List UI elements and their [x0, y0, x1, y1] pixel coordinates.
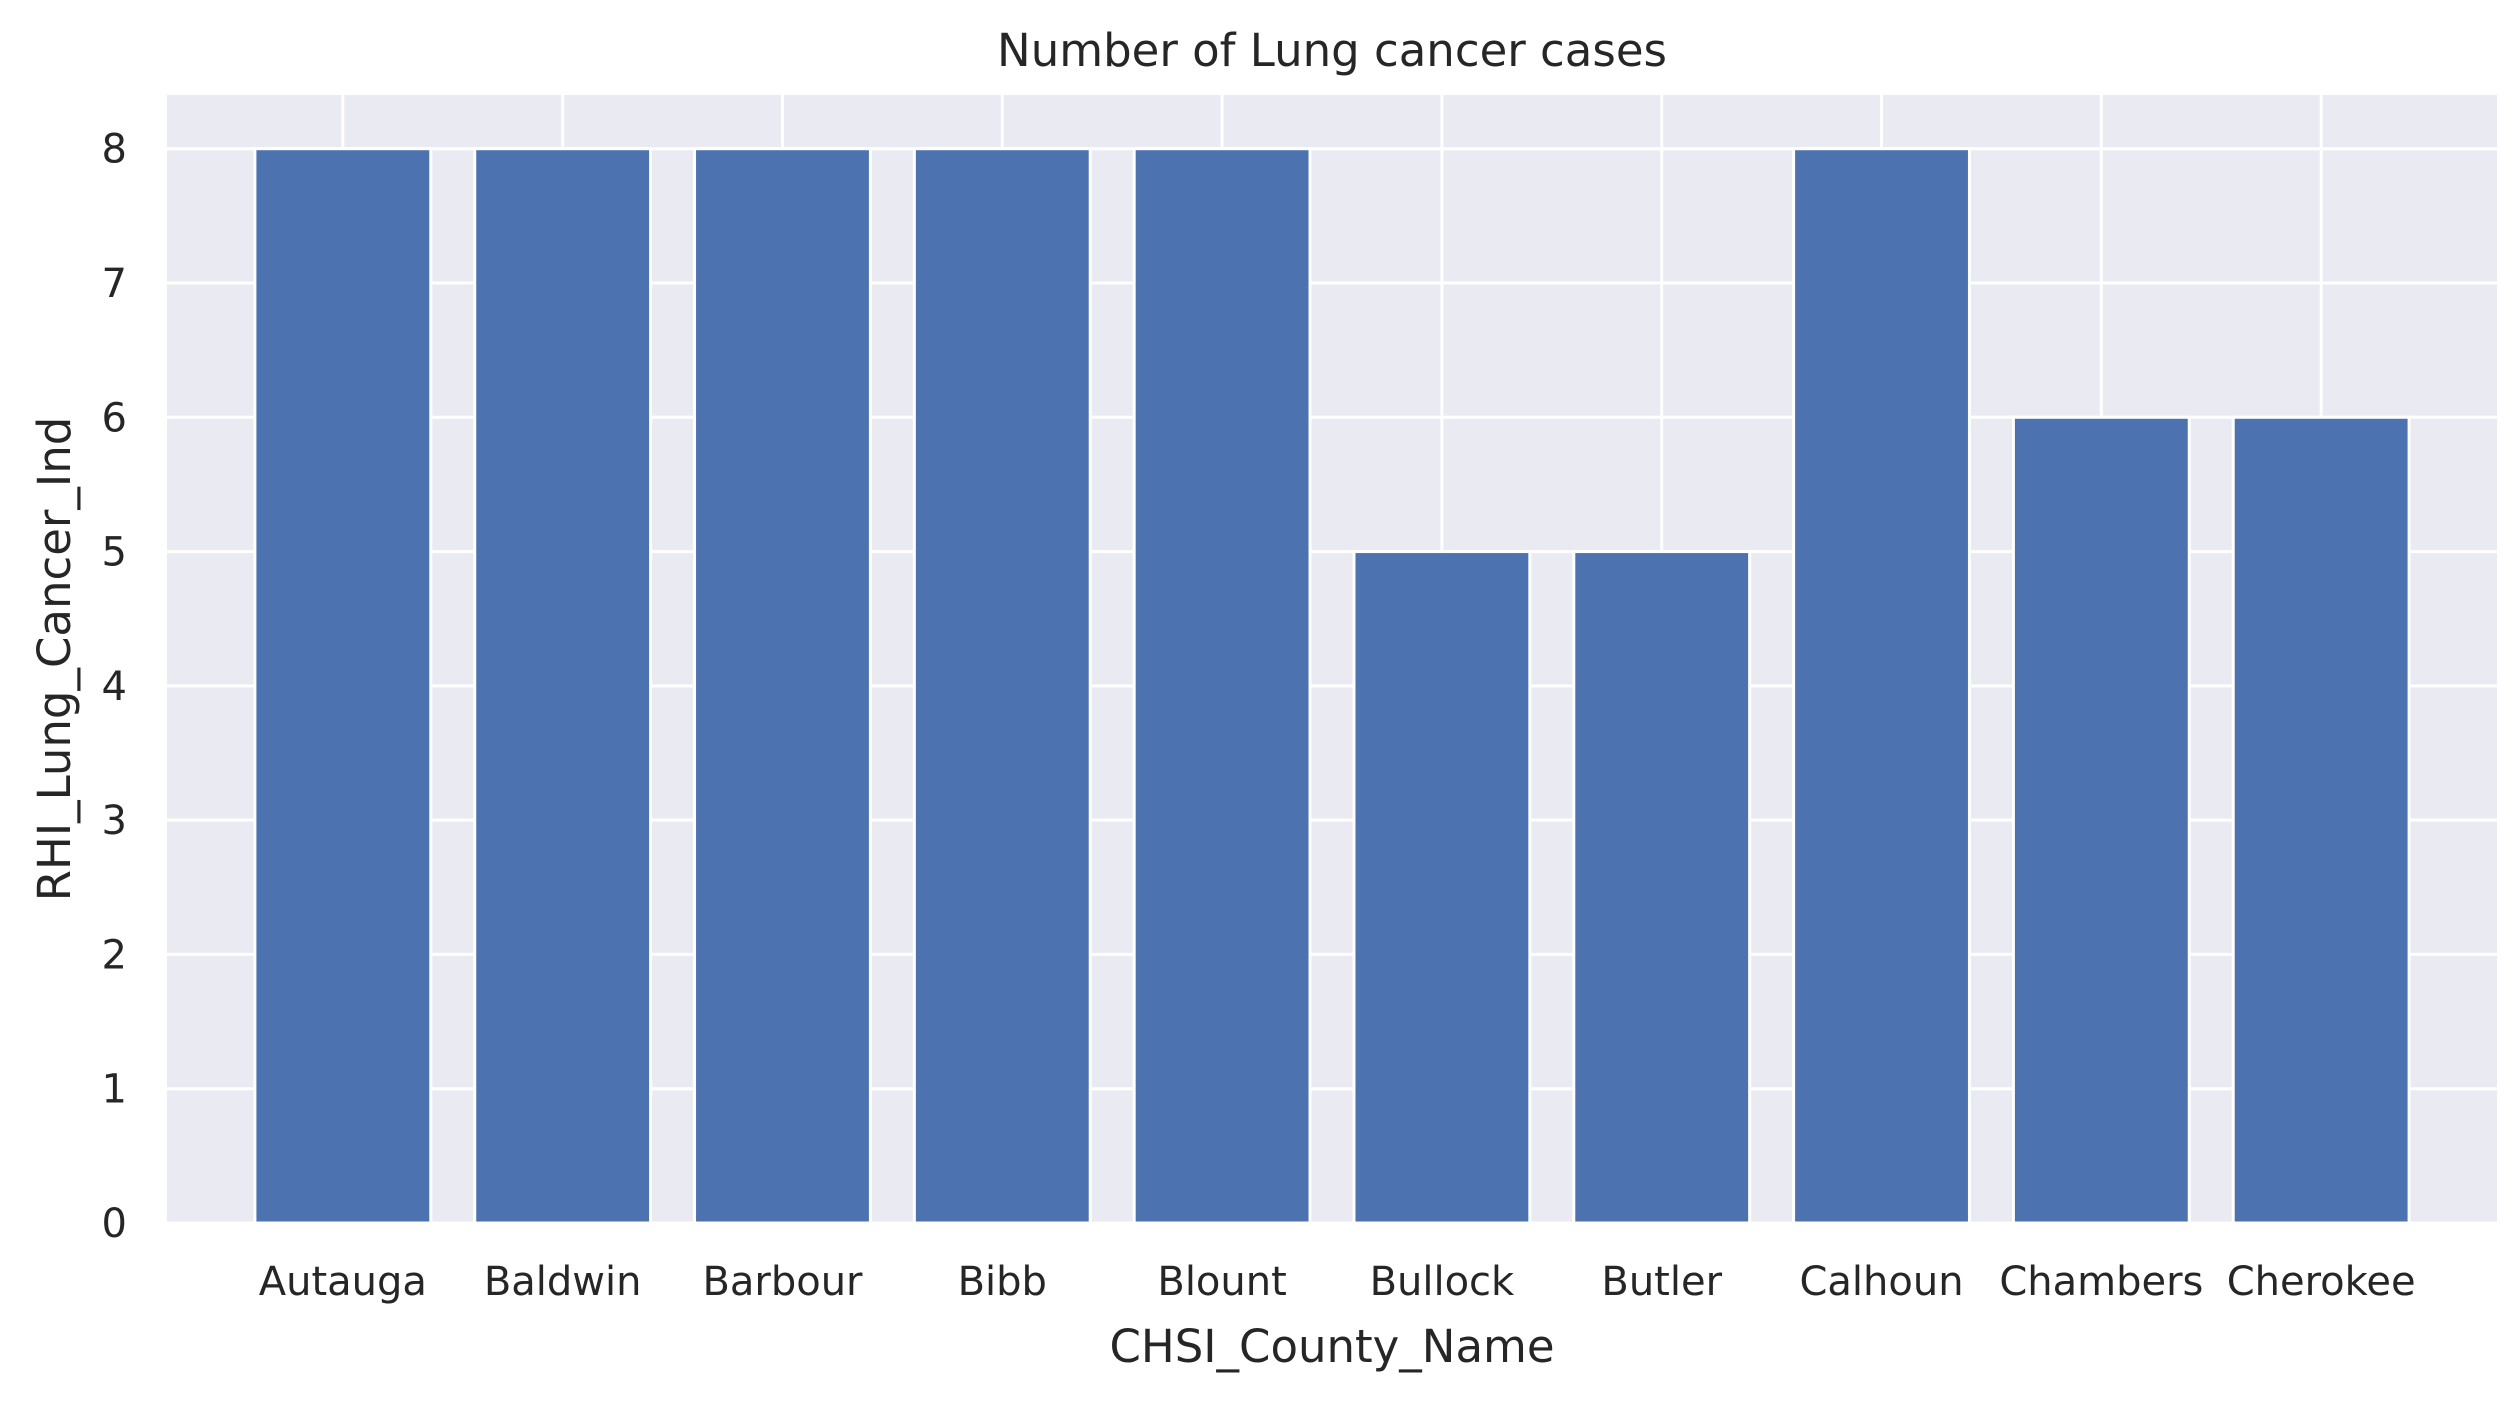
x-tick-labels: Autauga Baldwin Barbour Bibb Blount Bullock Bu… [259, 1259, 2416, 1305]
x-tick-label-autauga: Autauga [259, 1259, 427, 1305]
x-tick-label-bibb: Bibb [958, 1259, 1047, 1305]
y-tick-label: 0 [102, 1201, 127, 1247]
bar-barbour [693, 147, 872, 1225]
y-tick-label: 1 [102, 1067, 127, 1113]
chart-title: Number of Lung cancer cases [997, 24, 1667, 77]
y-tick-label: 4 [102, 664, 127, 710]
x-tick-label-calhoun: Calhoun [1799, 1259, 1963, 1305]
x-tick-label-bullock: Bullock [1370, 1259, 1515, 1305]
y-tick-label: 2 [102, 932, 127, 978]
x-tick-label-cherokee: Cherokee [2227, 1259, 2416, 1305]
y-tick-label: 3 [102, 798, 127, 844]
bar-butler [1572, 550, 1752, 1225]
bars [253, 147, 2411, 1225]
y-axis-label: RHI_Lung_Cancer_Ind [28, 417, 81, 902]
bar-calhoun [1792, 147, 1971, 1225]
y-tick-label: 5 [102, 530, 127, 576]
bar-bibb [912, 147, 1092, 1225]
y-tick-label: 7 [102, 261, 127, 307]
x-tick-label-baldwin: Baldwin [484, 1259, 642, 1305]
y-tick-label: 6 [102, 395, 127, 441]
bar-bullock [1352, 550, 1532, 1225]
y-tick-labels: 0 1 2 3 4 5 6 7 8 [102, 127, 127, 1247]
bar-chambers [2011, 415, 2191, 1225]
x-tick-label-butler: Butler [1601, 1259, 1722, 1305]
y-tick-label: 8 [102, 127, 127, 173]
bar-cherokee [2231, 415, 2411, 1225]
x-tick-label-blount: Blount [1157, 1259, 1286, 1305]
x-tick-label-chambers: Chambers [1999, 1259, 2203, 1305]
x-axis-label: CHSI_County_Name [1109, 1320, 1554, 1373]
bar-autauga [253, 147, 433, 1225]
x-tick-label-barbour: Barbour [702, 1259, 863, 1305]
bar-baldwin [473, 147, 653, 1225]
bar-blount [1132, 147, 1312, 1225]
